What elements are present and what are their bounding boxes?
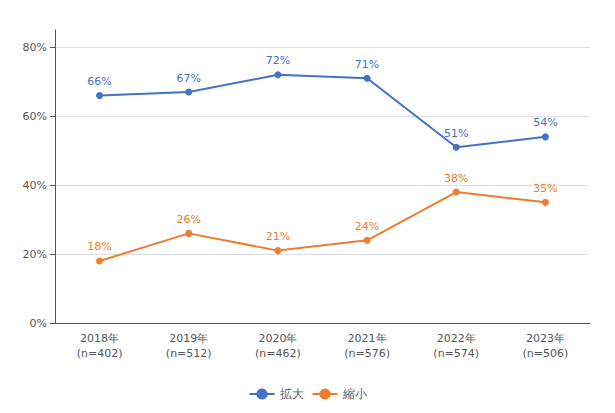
svg-text:(n=402): (n=402) (77, 347, 123, 360)
svg-text:縮小: 縮小 (342, 387, 367, 401)
svg-text:(n=462): (n=462) (255, 347, 301, 360)
svg-text:60%: 60% (23, 110, 47, 123)
svg-text:(n=574): (n=574) (433, 347, 479, 360)
svg-text:80%: 80% (23, 41, 47, 54)
svg-text:54%: 54% (533, 116, 557, 129)
svg-text:2023年: 2023年 (526, 332, 565, 345)
svg-text:71%: 71% (355, 58, 379, 71)
svg-text:拡大: 拡大 (280, 387, 304, 401)
svg-text:0%: 0% (30, 317, 47, 330)
svg-text:35%: 35% (533, 182, 557, 195)
svg-text:20%: 20% (23, 248, 47, 261)
svg-text:2022年: 2022年 (437, 332, 476, 345)
svg-text:2021年: 2021年 (348, 332, 387, 345)
svg-text:67%: 67% (177, 72, 201, 85)
svg-text:(n=506): (n=506) (523, 347, 569, 360)
svg-text:21%: 21% (266, 230, 290, 243)
svg-text:2018年: 2018年 (80, 332, 119, 345)
svg-text:72%: 72% (266, 54, 290, 67)
svg-text:(n=576): (n=576) (344, 347, 390, 360)
svg-text:40%: 40% (23, 179, 47, 192)
svg-text:18%: 18% (87, 240, 111, 253)
svg-text:51%: 51% (444, 127, 468, 140)
svg-text:(n=512): (n=512) (166, 347, 212, 360)
svg-text:66%: 66% (87, 75, 111, 88)
svg-text:26%: 26% (177, 213, 201, 226)
svg-text:24%: 24% (355, 220, 379, 233)
svg-text:2020年: 2020年 (258, 332, 297, 345)
svg-text:38%: 38% (444, 172, 468, 185)
svg-text:2019年: 2019年 (169, 332, 208, 345)
